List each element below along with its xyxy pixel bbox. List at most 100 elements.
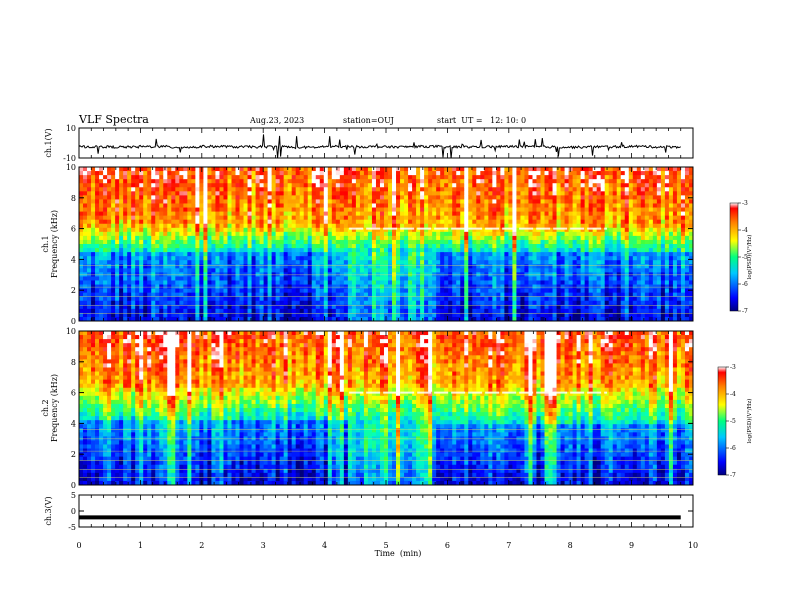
spectrogram-cell (556, 215, 561, 221)
spectrogram-cell (259, 203, 264, 208)
spectrogram-cell (303, 268, 309, 273)
spectrogram-cell (343, 203, 349, 208)
spectrogram-cell (524, 211, 529, 217)
spectrogram-cell (267, 284, 273, 289)
spectrogram-cell (215, 260, 220, 265)
spectrogram-cell (119, 211, 124, 217)
spectrogram-cell (167, 223, 172, 229)
spectrogram-cell (367, 211, 373, 217)
spectrogram-cell (480, 244, 485, 249)
spectrogram-cell (432, 215, 437, 221)
spectrogram-cell (235, 211, 240, 217)
spectrogram-cell (279, 231, 285, 237)
spectrogram-cell (492, 175, 497, 180)
spectrogram-cell (231, 203, 236, 208)
spectrogram-cell (512, 171, 517, 176)
spectrogram-cell (367, 280, 373, 285)
spectrogram-cell (512, 268, 517, 273)
spectrogram-cell (179, 207, 184, 212)
spectrogram-cell (171, 280, 176, 285)
spectrogram-cell (159, 215, 164, 221)
spectrogram-cell (500, 175, 505, 180)
spectrogram-cell (319, 264, 325, 269)
spectrogram-cell (191, 292, 196, 298)
spectrogram-cell (444, 308, 449, 314)
spectrogram-cell (187, 203, 192, 208)
spectrogram-cell (520, 256, 525, 261)
spectrogram-cell (351, 316, 357, 321)
spectrogram-cell (540, 239, 545, 245)
spectrogram-cell (540, 207, 545, 212)
spectrogram-cell (231, 308, 236, 314)
spectrogram-cell (512, 292, 517, 298)
spectrogram-cell (540, 308, 545, 314)
spectrogram-cell (428, 256, 433, 261)
spectrogram-cell (484, 191, 489, 196)
spectrogram-cell (107, 219, 112, 225)
spectrogram-cell (151, 248, 156, 253)
spectrogram-cell (520, 175, 525, 180)
spectrogram-cell (371, 211, 377, 217)
spectrogram-cell (448, 256, 453, 261)
spectrogram-cell (83, 276, 88, 281)
spectrogram-cell (488, 300, 493, 306)
spectrogram-cell (247, 215, 252, 221)
spectrogram-cell (79, 211, 84, 217)
spectrogram-cell (167, 308, 172, 314)
spectrogram-cell (223, 296, 228, 302)
spectrogram-cell (436, 171, 441, 176)
spectrogram-cell (416, 171, 421, 176)
spectrogram-cell (476, 244, 481, 249)
spectrogram-cell (492, 183, 497, 188)
spectrogram-cell (504, 187, 509, 192)
spectrogram-cell (572, 187, 578, 192)
spectrogram-cell (400, 227, 405, 233)
spectrogram-cell (103, 284, 108, 289)
spectrogram-cell (540, 276, 545, 281)
spectrogram-cell (456, 280, 461, 285)
spectrogram-cell (532, 191, 537, 196)
spectrogram-cell (223, 256, 228, 261)
spectrogram-cell (548, 312, 553, 318)
spectrogram-cell (243, 219, 248, 225)
spectrogram-cell (163, 231, 168, 237)
spectrogram-cell (335, 256, 341, 261)
spectrogram-cell (592, 248, 598, 253)
spectrogram-cell (295, 175, 301, 180)
spectrogram-cell (359, 284, 365, 289)
spectrogram-cell (536, 203, 541, 208)
spectrogram-cell (279, 304, 285, 310)
spectrogram-cell (239, 296, 244, 302)
spectrogram-cell (163, 300, 168, 306)
spectrogram-cell (444, 288, 449, 294)
spectrogram-cell (123, 227, 128, 233)
spectrogram-cell (83, 308, 88, 314)
spectrogram-cell (151, 300, 156, 306)
spectrogram-cell (528, 215, 533, 221)
spectrogram-cell (227, 227, 232, 233)
spectrogram-cell (167, 175, 172, 180)
spectrogram-cell (339, 308, 345, 314)
spectrogram-cell (111, 244, 116, 249)
spectrogram-cell (323, 223, 329, 229)
spectrogram-cell (420, 288, 425, 294)
spectrogram-cell (604, 183, 610, 188)
spectrogram-cell (560, 223, 565, 229)
spectrogram-cell (396, 199, 401, 204)
spectrogram-cell (263, 264, 269, 269)
spectrogram-cell (219, 179, 224, 184)
spectrogram-cell (492, 215, 497, 221)
spectrogram-cell (199, 179, 204, 184)
spectrogram-cell (155, 215, 160, 221)
spectrogram-cell (464, 252, 469, 257)
spectrogram-cell (568, 264, 573, 269)
spectrogram-cell (347, 280, 353, 285)
spectrogram-cell (159, 239, 164, 245)
spectrogram-cell (596, 223, 602, 229)
spectrogram-cell (472, 239, 477, 245)
spectrogram-cell (291, 195, 297, 200)
spectrogram-cell (331, 171, 337, 176)
spectrogram-cell (155, 191, 160, 196)
spectrogram-cell (127, 239, 132, 245)
spectrogram-cell (111, 183, 116, 188)
